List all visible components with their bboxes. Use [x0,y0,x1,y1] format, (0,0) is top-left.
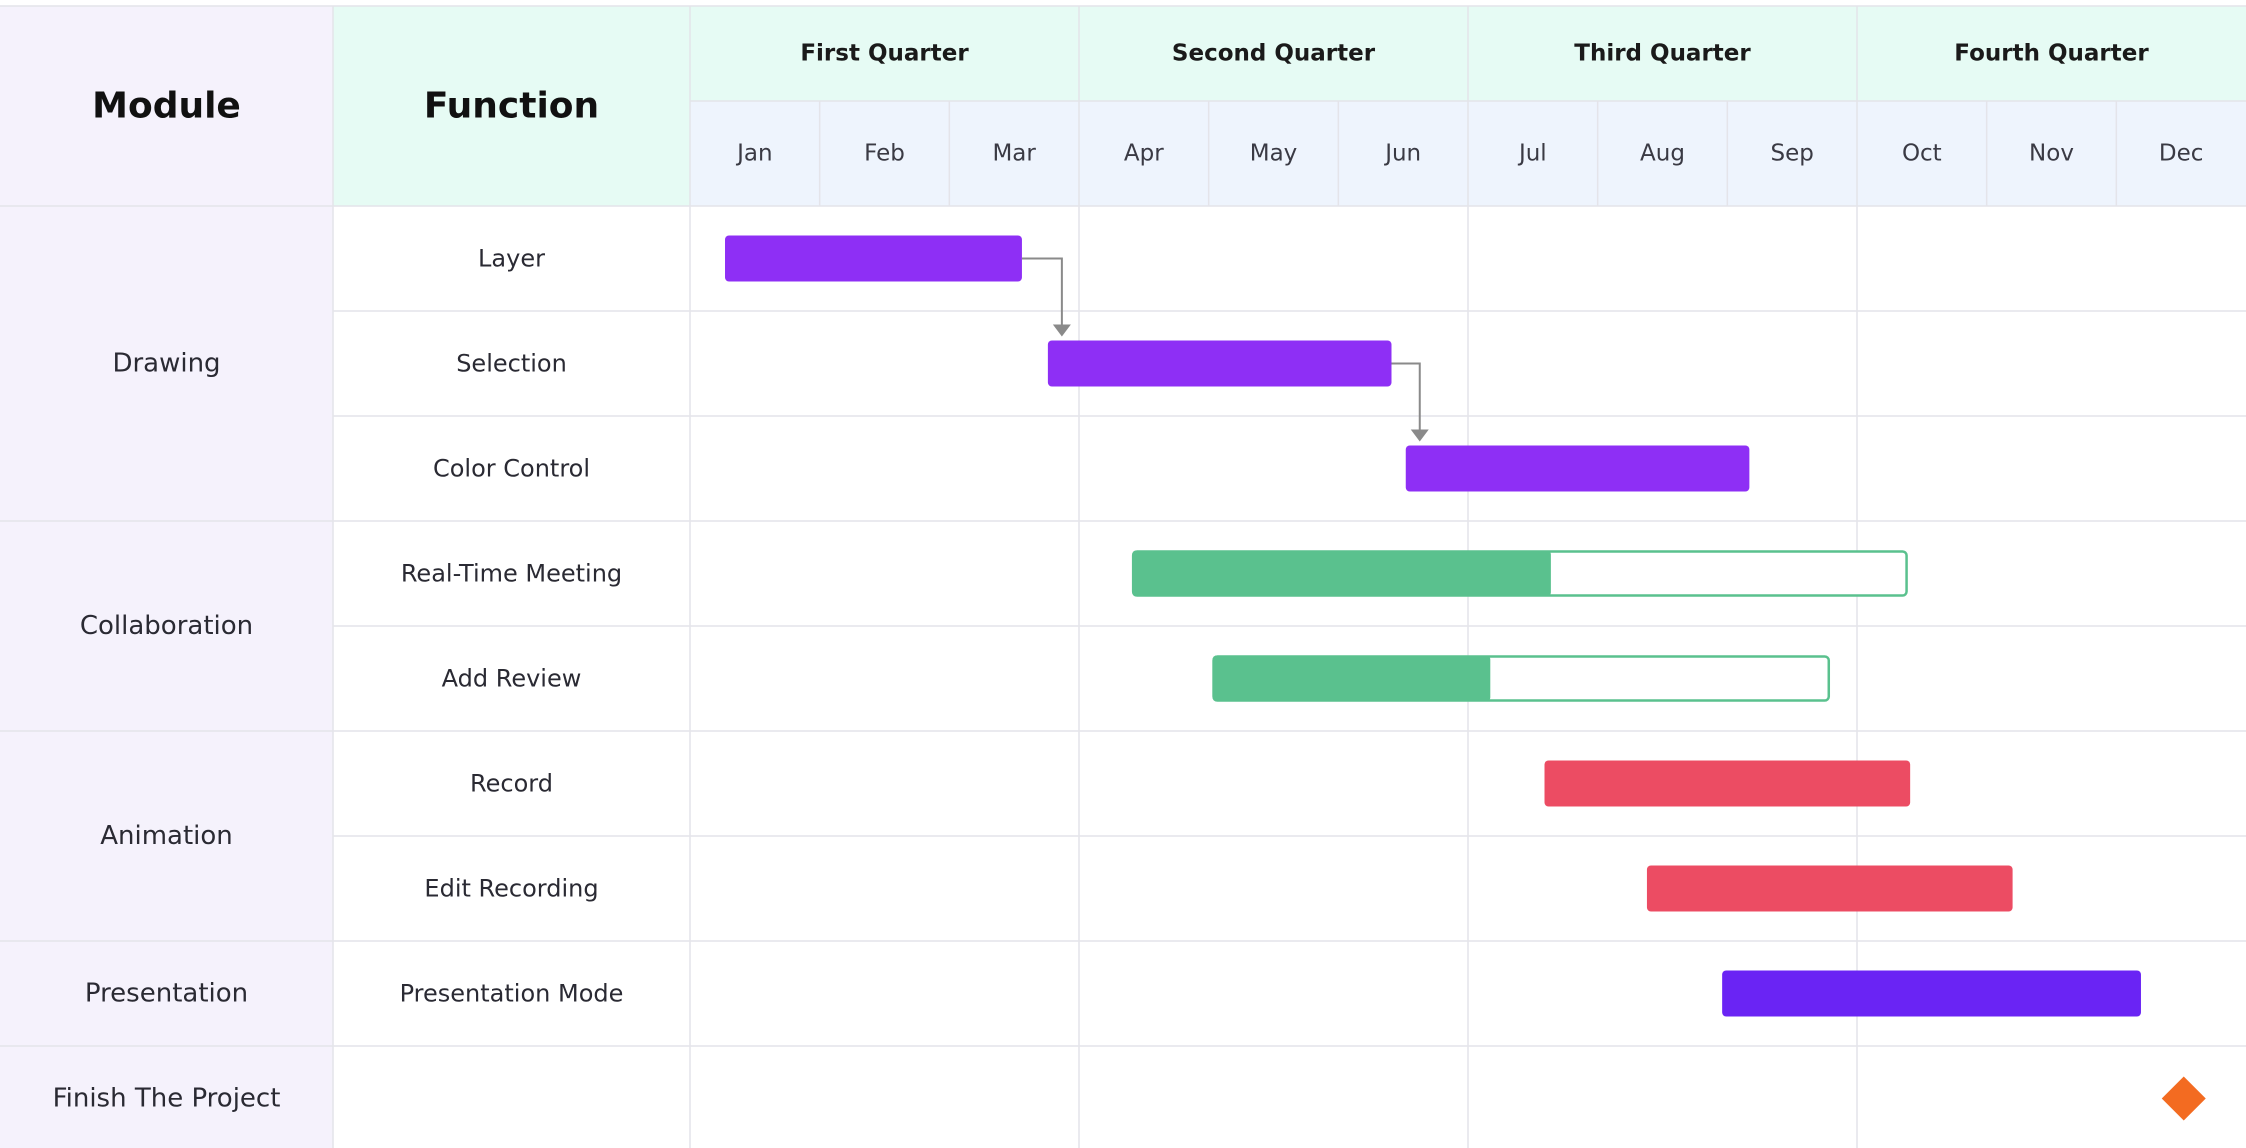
module-label: Animation [100,821,233,851]
gantt-bar-progress [1212,655,1491,702]
gantt-bar [1544,760,1911,807]
function-header: Function [424,86,599,127]
function-label: Selection [456,350,567,378]
function-label: Layer [478,245,545,273]
month-label: Apr [1124,141,1164,167]
month-label: Nov [2029,141,2074,167]
month-label: May [1250,141,1298,167]
function-label: Real-Time Meeting [401,560,622,588]
function-label: Record [470,770,553,798]
function-label: Presentation Mode [400,980,624,1008]
dependency-arrow [1021,257,1063,327]
function-header-bg [333,6,690,206]
function-label: Add Review [442,665,582,693]
module-label: Presentation [85,979,248,1009]
month-label: Mar [992,141,1036,167]
module-label: Collaboration [80,611,253,641]
month-label: Jan [735,141,772,167]
gantt-bar [1047,340,1392,387]
gantt-bar-progress [1132,550,1551,597]
gantt-bar [725,235,1022,282]
function-label: Edit Recording [424,875,598,903]
month-label: Jul [1517,141,1547,167]
gantt-bar [1722,970,2141,1017]
quarter-label: First Quarter [800,41,969,67]
module-header: Module [92,86,241,127]
gantt-bar [1405,445,1750,492]
dependency-arrowhead [1052,324,1071,337]
month-label: Oct [1902,141,1942,167]
module-label: Finish The Project [53,1084,281,1114]
gantt-bar [1646,865,2013,912]
quarter-label: Fourth Quarter [1954,41,2149,67]
month-label: Sep [1770,141,1813,167]
milestone-marker [2161,1076,2206,1121]
month-label: Aug [1640,141,1685,167]
dependency-arrow [1391,362,1421,432]
quarter-label: Second Quarter [1172,41,1376,67]
month-label: Jun [1383,141,1421,167]
dependency-arrowhead [1410,429,1429,442]
function-label: Color Control [433,455,590,483]
month-label: Feb [864,141,905,167]
month-label: Dec [2159,141,2204,167]
quarter-label: Third Quarter [1574,41,1751,67]
module-label: Drawing [112,349,220,379]
module-column-bg [0,6,333,1148]
